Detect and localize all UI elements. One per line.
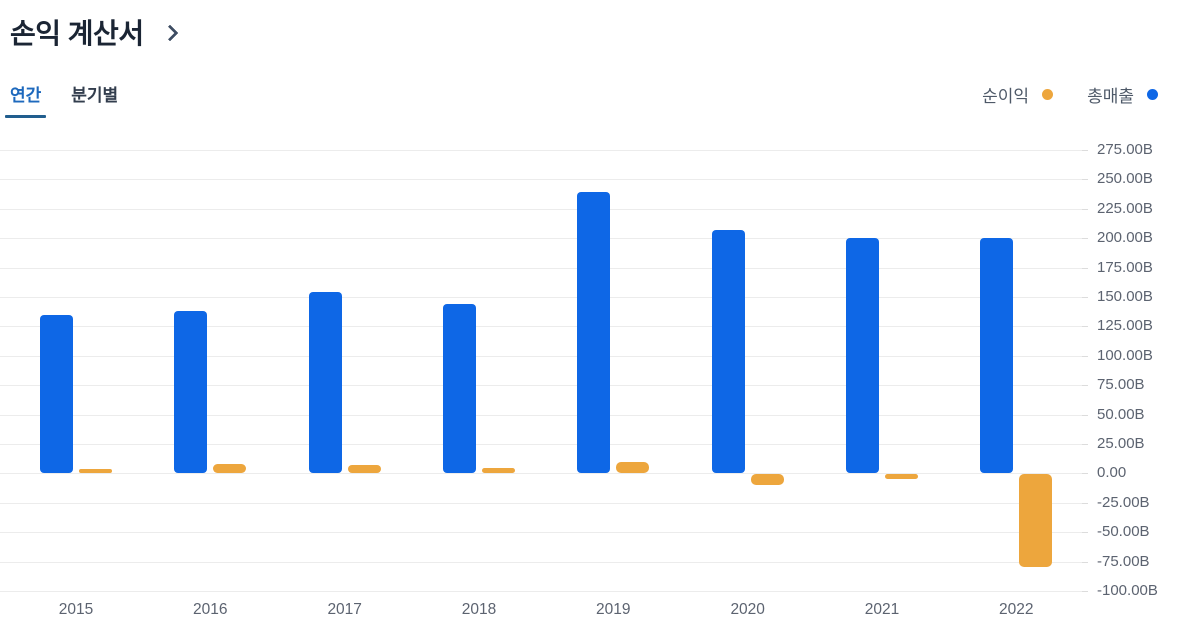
y-axis-tick: [1082, 385, 1088, 387]
gridline: [0, 532, 1085, 534]
bar-net-income-2022[interactable]: [1019, 474, 1053, 568]
y-axis-label: 275.00B: [1097, 141, 1153, 158]
gridline: [0, 238, 1085, 240]
bar-net-income-2015[interactable]: [79, 468, 112, 474]
x-axis-label-2019: 2019: [596, 601, 631, 618]
gridline: [0, 414, 1085, 416]
x-axis-label-2018: 2018: [461, 601, 497, 618]
bar-net-income-2016[interactable]: [213, 464, 247, 474]
tab-quarterly-label: 분기별: [71, 86, 119, 105]
page-title: 손익 계산서: [10, 18, 144, 49]
gridline: [0, 355, 1085, 357]
y-axis-tick: [1082, 238, 1088, 240]
y-axis-label: 125.00B: [1097, 317, 1153, 335]
tab-annual-label: 연간: [10, 86, 42, 105]
gridline: [0, 473, 1085, 475]
y-axis-tick: [1082, 444, 1088, 445]
gridline: [0, 385, 1085, 387]
y-axis-tick: [1082, 179, 1088, 181]
gridline: [0, 502, 1085, 504]
net-income-dot-icon: [1042, 89, 1054, 100]
y-axis-tick: [1082, 326, 1088, 328]
y-axis-label: -25.00B: [1097, 493, 1150, 511]
y-axis-label: 250.00B: [1097, 170, 1153, 188]
y-axis-label: 175.00B: [1097, 258, 1153, 276]
gridline: [0, 444, 1085, 445]
y-axis-tick: [1082, 355, 1088, 357]
y-axis-tick: [1082, 532, 1088, 534]
bar-revenue-2019[interactable]: [577, 192, 611, 474]
bar-revenue-2020[interactable]: [711, 230, 745, 474]
bar-net-income-2017[interactable]: [347, 465, 381, 474]
legend-revenue-label: 총매출: [1087, 87, 1134, 106]
y-axis-tick: [1082, 414, 1088, 416]
y-axis-label: 150.00B: [1097, 288, 1153, 305]
revenue-dot-icon: [1147, 89, 1158, 100]
x-axis-label-2016: 2016: [193, 601, 228, 618]
y-axis-label: 100.00B: [1097, 346, 1153, 364]
y-axis-label: 25.00B: [1097, 435, 1145, 452]
bar-revenue-2022[interactable]: [980, 238, 1014, 474]
gridline: [0, 150, 1085, 151]
y-axis-label: 200.00B: [1097, 229, 1153, 247]
y-axis-tick: [1082, 150, 1088, 151]
gridline: [0, 591, 1085, 592]
x-axis-label-2017: 2017: [327, 601, 362, 618]
y-axis-tick: [1082, 267, 1088, 269]
tab-quarterly[interactable]: 분기별: [71, 81, 118, 106]
x-axis-label-2022: 2022: [999, 601, 1034, 618]
y-axis-tick: [1082, 297, 1088, 298]
y-axis-label: 0.00: [1097, 464, 1127, 482]
y-axis-tick: [1082, 591, 1088, 592]
header: 손익 계산서: [10, 12, 179, 52]
y-axis-tick: [1082, 561, 1088, 563]
legend-item-revenue[interactable]: 총매출: [1087, 82, 1158, 107]
bar-revenue-2016[interactable]: [174, 311, 208, 474]
x-axis-label-2021: 2021: [864, 601, 900, 618]
bar-revenue-2018[interactable]: [443, 304, 476, 474]
y-axis-tick: [1082, 473, 1088, 475]
gridline: [0, 326, 1085, 328]
y-axis-label: 225.00B: [1097, 199, 1153, 217]
gridline: [0, 267, 1085, 269]
y-axis-label: -50.00B: [1097, 523, 1150, 541]
gridline: [0, 561, 1085, 563]
bar-revenue-2021[interactable]: [846, 238, 879, 474]
bar-revenue-2017[interactable]: [308, 292, 342, 474]
y-axis-label: 75.00B: [1097, 376, 1145, 394]
bar-net-income-2021[interactable]: [885, 474, 918, 479]
bar-net-income-2020[interactable]: [750, 474, 784, 485]
y-axis-tick: [1082, 208, 1088, 210]
y-axis-label: -75.00B: [1097, 552, 1150, 570]
y-axis-tick: [1082, 502, 1088, 504]
gridline: [0, 208, 1085, 210]
legend-net-income-label: 순이익: [982, 87, 1030, 106]
chart-legend: 순이익 총매출: [982, 82, 1158, 107]
gridline: [0, 179, 1085, 181]
x-axis-label-2020: 2020: [730, 601, 765, 618]
y-axis-label: -100.00B: [1097, 582, 1158, 599]
bar-revenue-2015[interactable]: [40, 314, 73, 474]
legend-item-net-income[interactable]: 순이익: [982, 82, 1054, 107]
y-axis-label: 50.00B: [1097, 405, 1145, 423]
period-tabs: 연간 분기별: [4, 81, 118, 118]
x-axis-label-2015: 2015: [58, 601, 94, 618]
tab-annual[interactable]: 연간: [4, 81, 47, 118]
gridline: [0, 297, 1085, 298]
bar-net-income-2019[interactable]: [616, 461, 650, 474]
bar-net-income-2018[interactable]: [482, 467, 515, 474]
